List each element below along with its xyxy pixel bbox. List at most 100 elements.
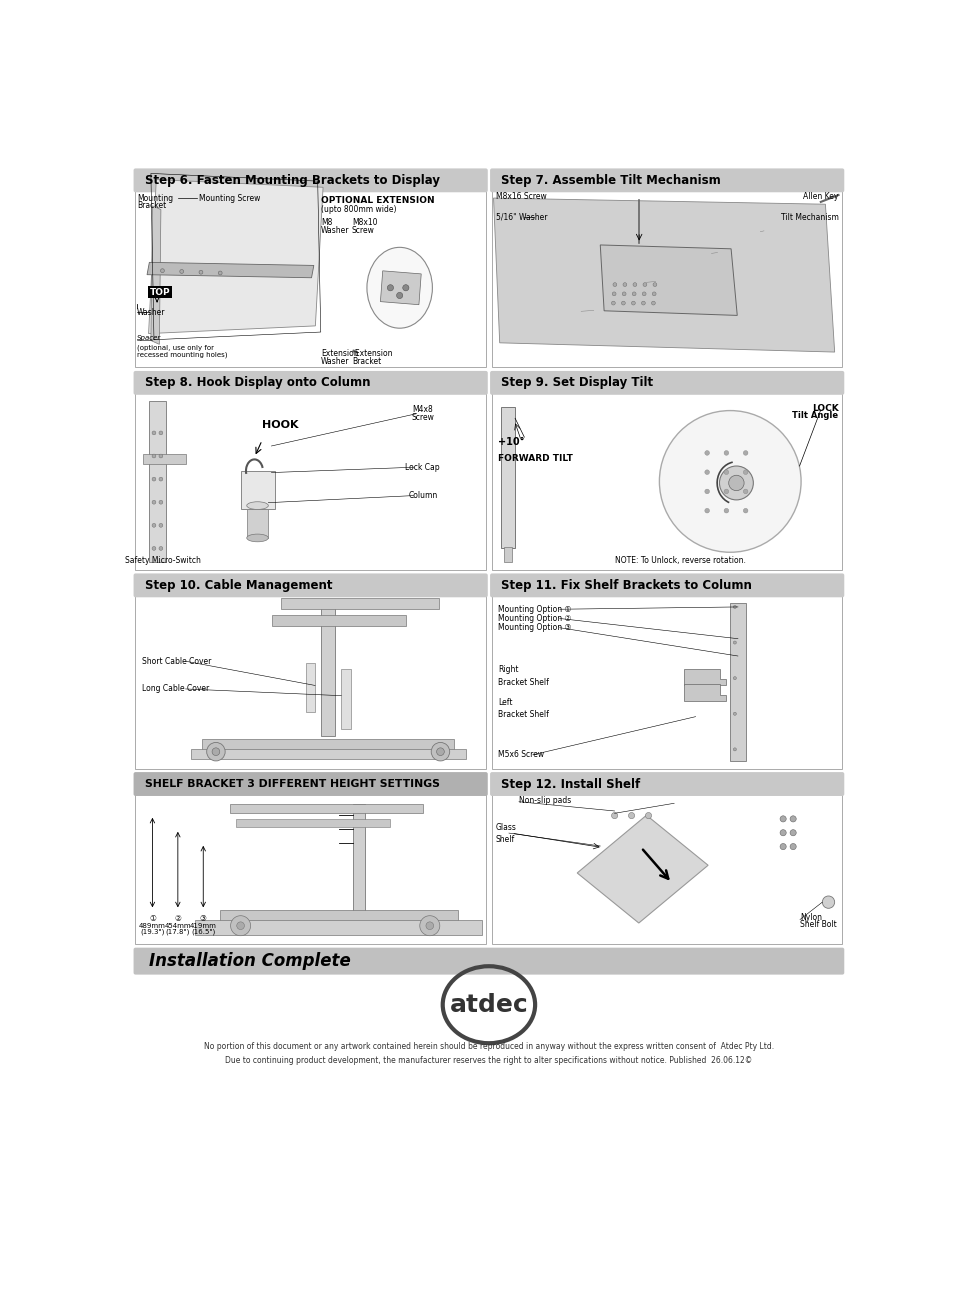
Text: 454mm: 454mm bbox=[164, 923, 191, 928]
Bar bbox=[148, 286, 172, 299]
Bar bbox=[492, 393, 841, 570]
Circle shape bbox=[218, 271, 222, 275]
Text: Lock Cap: Lock Cap bbox=[405, 463, 439, 472]
Text: 419mm: 419mm bbox=[190, 923, 216, 928]
Circle shape bbox=[780, 816, 785, 822]
Polygon shape bbox=[683, 683, 725, 700]
Text: Step 9. Set Display Tilt: Step 9. Set Display Tilt bbox=[500, 377, 653, 390]
Text: M8: M8 bbox=[321, 218, 333, 227]
Polygon shape bbox=[149, 180, 323, 334]
Text: Due to continuing product development, the manufacturer reserves the right to al: Due to continuing product development, t… bbox=[225, 1056, 752, 1065]
Text: Bracket Shelf: Bracket Shelf bbox=[497, 678, 549, 686]
FancyBboxPatch shape bbox=[490, 772, 843, 795]
FancyBboxPatch shape bbox=[133, 772, 487, 795]
Text: Tilt Angle: Tilt Angle bbox=[792, 412, 838, 420]
Text: (optional, use only for: (optional, use only for bbox=[137, 344, 213, 351]
Circle shape bbox=[419, 915, 439, 936]
Text: ②: ② bbox=[174, 914, 181, 922]
Text: Short Cable Cover: Short Cable Cover bbox=[141, 657, 211, 666]
Text: Mounting Option ③: Mounting Option ③ bbox=[497, 623, 571, 632]
Text: (16.5"): (16.5") bbox=[191, 928, 215, 935]
Polygon shape bbox=[493, 198, 834, 352]
Circle shape bbox=[231, 915, 251, 936]
Text: ①: ① bbox=[149, 914, 155, 922]
Text: Safety Micro-Switch: Safety Micro-Switch bbox=[125, 557, 200, 565]
Text: Step 10. Cable Management: Step 10. Cable Management bbox=[145, 579, 332, 592]
Circle shape bbox=[199, 270, 203, 274]
Bar bbox=[202, 739, 454, 750]
Circle shape bbox=[642, 283, 646, 287]
Circle shape bbox=[611, 812, 617, 819]
Circle shape bbox=[159, 546, 163, 550]
Ellipse shape bbox=[454, 977, 523, 1033]
Bar bbox=[143, 455, 185, 464]
Ellipse shape bbox=[367, 248, 432, 329]
Circle shape bbox=[652, 292, 656, 296]
Circle shape bbox=[152, 523, 155, 527]
Bar bbox=[500, 407, 515, 549]
Bar bbox=[247, 506, 268, 539]
FancyBboxPatch shape bbox=[490, 168, 843, 192]
Circle shape bbox=[821, 896, 834, 909]
Text: atdec: atdec bbox=[449, 992, 528, 1017]
Text: Washer: Washer bbox=[321, 357, 350, 366]
Circle shape bbox=[387, 284, 393, 291]
FancyBboxPatch shape bbox=[133, 948, 843, 974]
Text: Shelf Bolt: Shelf Bolt bbox=[800, 921, 836, 930]
Polygon shape bbox=[380, 271, 421, 305]
Circle shape bbox=[719, 466, 753, 499]
Circle shape bbox=[212, 747, 219, 755]
Text: OPTIONAL EXTENSION: OPTIONAL EXTENSION bbox=[321, 196, 435, 205]
Text: Step 11. Fix Shelf Brackets to Column: Step 11. Fix Shelf Brackets to Column bbox=[500, 579, 751, 592]
Bar bbox=[492, 596, 841, 768]
Text: Screw: Screw bbox=[411, 413, 434, 422]
Circle shape bbox=[652, 283, 657, 287]
Text: Step 7. Assemble Tilt Mechanism: Step 7. Assemble Tilt Mechanism bbox=[500, 173, 720, 186]
Bar bbox=[135, 190, 485, 368]
Circle shape bbox=[733, 712, 736, 716]
Circle shape bbox=[723, 489, 728, 494]
Circle shape bbox=[396, 292, 402, 299]
Text: M8x16 Screw: M8x16 Screw bbox=[496, 192, 546, 201]
Circle shape bbox=[733, 642, 736, 644]
Circle shape bbox=[704, 489, 709, 494]
Circle shape bbox=[436, 747, 444, 755]
Text: Long Cable Cover: Long Cable Cover bbox=[141, 685, 209, 694]
FancyBboxPatch shape bbox=[133, 574, 487, 597]
Bar bbox=[321, 600, 335, 737]
Text: Spacer: Spacer bbox=[137, 335, 161, 342]
Text: Mounting: Mounting bbox=[137, 193, 173, 202]
Circle shape bbox=[159, 523, 163, 527]
Circle shape bbox=[152, 546, 155, 550]
Bar bbox=[280, 599, 438, 609]
Text: Left: Left bbox=[497, 699, 512, 707]
Circle shape bbox=[704, 469, 709, 475]
Bar bbox=[150, 400, 166, 562]
Text: M4x8: M4x8 bbox=[412, 406, 433, 415]
Text: Washer: Washer bbox=[137, 308, 166, 317]
Text: (17.8"): (17.8") bbox=[166, 928, 190, 935]
Circle shape bbox=[733, 677, 736, 679]
Circle shape bbox=[631, 301, 635, 305]
Text: Mounting Option ①: Mounting Option ① bbox=[497, 605, 571, 614]
Bar bbox=[353, 805, 365, 911]
Text: +10°: +10° bbox=[497, 437, 524, 447]
FancyBboxPatch shape bbox=[133, 370, 487, 395]
Text: Bracket Shelf: Bracket Shelf bbox=[497, 711, 549, 720]
Circle shape bbox=[723, 469, 728, 475]
Bar bbox=[194, 919, 482, 935]
Text: Nylon: Nylon bbox=[800, 913, 821, 922]
Text: recessed mounting holes): recessed mounting holes) bbox=[137, 352, 228, 359]
Polygon shape bbox=[599, 245, 737, 316]
Text: *Extension: *Extension bbox=[352, 349, 393, 359]
Bar bbox=[230, 805, 422, 814]
FancyBboxPatch shape bbox=[133, 168, 487, 192]
Circle shape bbox=[620, 301, 624, 305]
Circle shape bbox=[207, 742, 225, 762]
Circle shape bbox=[160, 269, 164, 273]
Text: Right: Right bbox=[497, 665, 518, 674]
Text: Installation Complete: Installation Complete bbox=[150, 952, 351, 970]
Circle shape bbox=[159, 477, 163, 481]
Text: No portion of this document or any artwork contained herein should be reproduced: No portion of this document or any artwo… bbox=[204, 1042, 773, 1051]
Circle shape bbox=[179, 270, 183, 274]
